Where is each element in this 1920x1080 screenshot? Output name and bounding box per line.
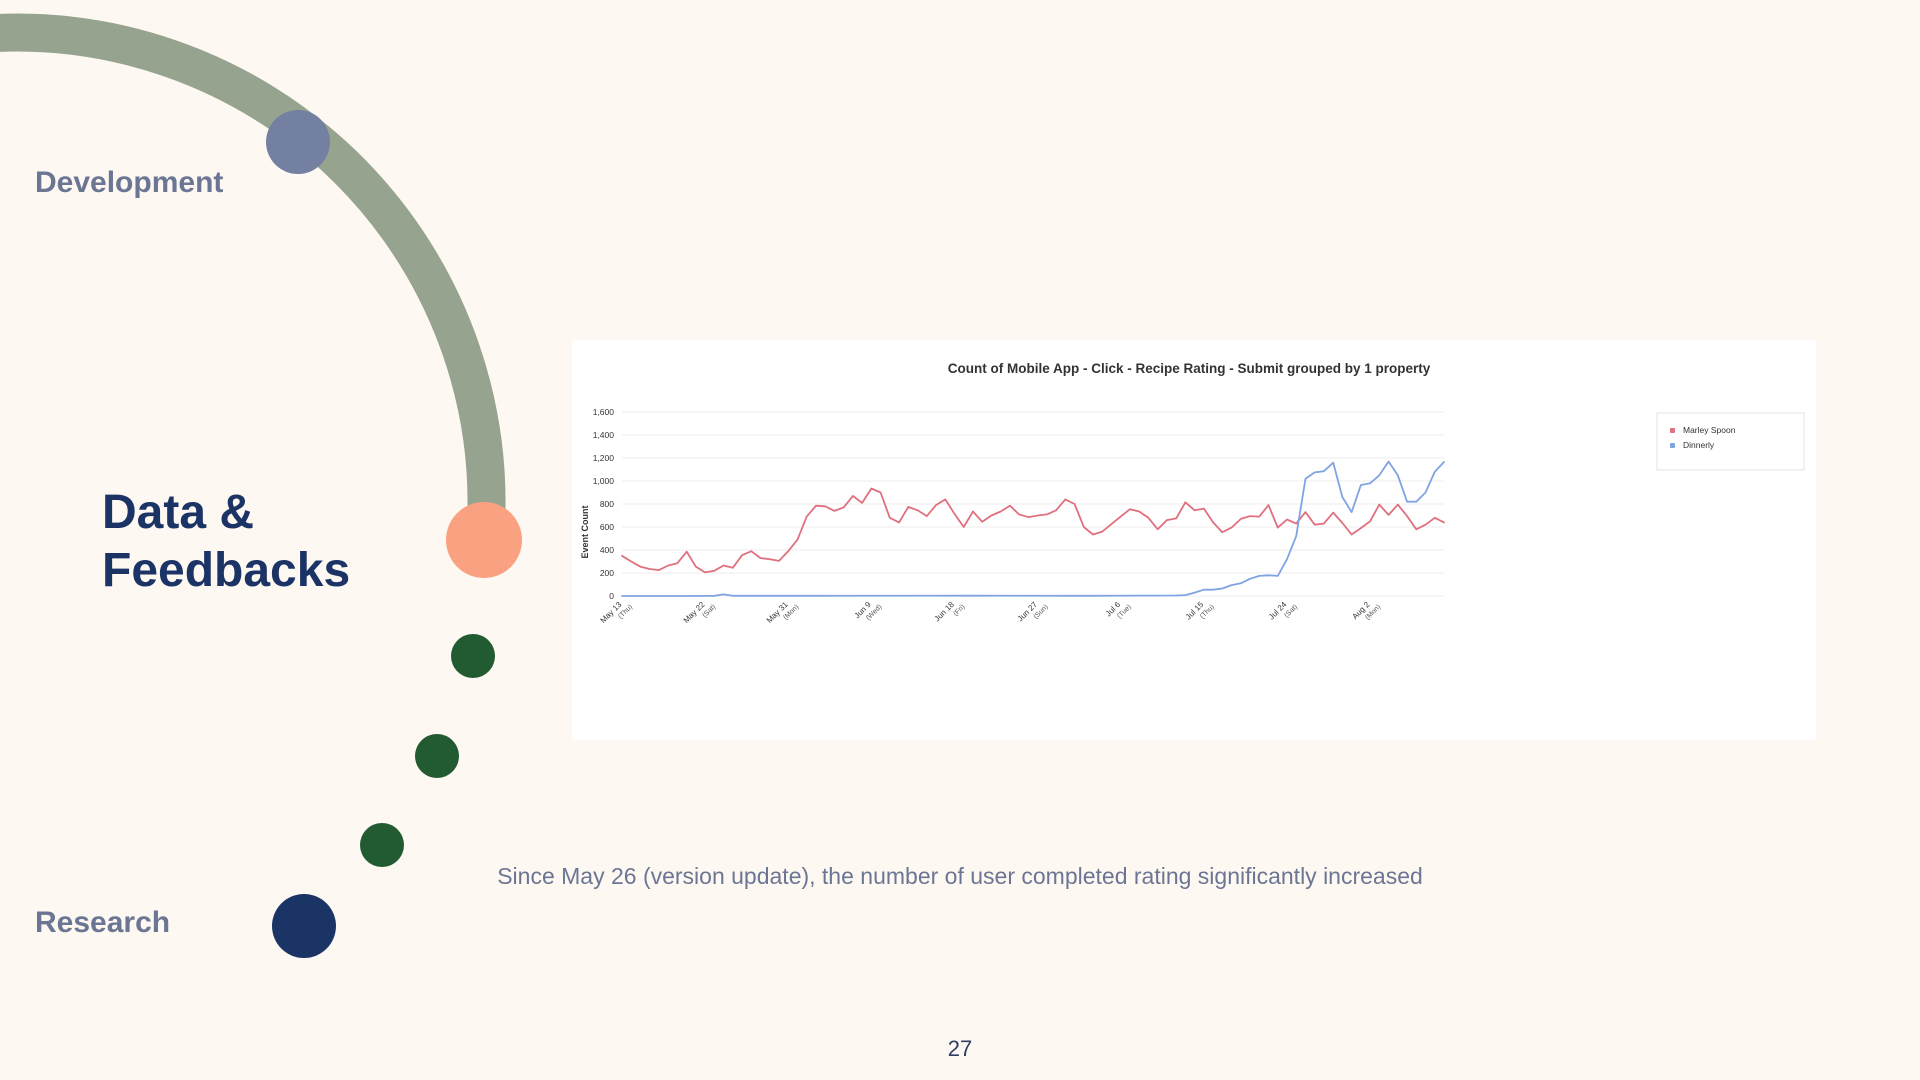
page-number: 27 <box>947 1036 973 1061</box>
x-tick-label: May 31(Mon) <box>765 600 801 625</box>
x-tick-label: Jun 18(Fri) <box>933 600 967 624</box>
x-tick-label: Aug 2(Mon) <box>1350 600 1382 622</box>
legend-swatch-dinnerly <box>1670 443 1675 448</box>
y-tick-label: 1,000 <box>593 476 615 486</box>
current-stage-heading-line-2: Feedbacks <box>102 544 351 597</box>
y-tick-label: 200 <box>600 568 614 578</box>
chart-card: Count of Mobile App - Click - Recipe Rat… <box>572 340 1816 740</box>
y-tick-label: 600 <box>600 522 614 532</box>
current-stage-heading: Data & Feedbacks <box>102 484 350 600</box>
step-dot-1 <box>451 634 495 678</box>
y-tick-labels: 0 200 400 600 800 1,000 1,200 1,400 1,600 <box>593 407 615 601</box>
y-tick-label: 800 <box>600 499 614 509</box>
x-tick-label: May 13(Thu) <box>598 600 634 625</box>
research-node[interactable] <box>272 894 336 958</box>
x-tick-label: Jul 24(Sat) <box>1267 600 1299 622</box>
series-lines <box>621 460 1445 597</box>
legend-box <box>1656 412 1805 471</box>
x-tick-label: Jun 9(Wed) <box>853 600 884 622</box>
x-tick-label: May 22(Sat) <box>682 600 718 625</box>
step-dot-3 <box>360 823 404 867</box>
chart-legend: Marley Spoon Dinnerly <box>1656 412 1805 471</box>
x-tick-label: Jun 27(Sun) <box>1016 600 1050 624</box>
x-tick-date: Jul 24 <box>1267 600 1289 622</box>
current-stage-node[interactable] <box>446 502 522 578</box>
series-line-dinnerly[interactable] <box>621 460 1445 597</box>
y-tick-label: 1,600 <box>593 407 615 417</box>
stage-label-development: Development <box>35 166 224 199</box>
current-stage-heading-line-1: Data & <box>102 486 255 539</box>
development-node[interactable] <box>266 110 330 174</box>
x-tick-labels: May 13(Thu) May 22(Sat) May 31(Mon) Jun 9(W… <box>598 600 1382 625</box>
y-tick-label: 0 <box>609 591 614 601</box>
y-tick-label: 1,200 <box>593 453 615 463</box>
legend-swatch-marley-spoon <box>1670 428 1675 433</box>
stage-label-research: Research <box>35 906 171 939</box>
y-tick-label: 1,400 <box>593 430 615 440</box>
step-dot-2 <box>415 734 459 778</box>
legend-label-dinnerly[interactable]: Dinnerly <box>1683 440 1715 450</box>
line-chart: Count of Mobile App - Click - Recipe Rat… <box>580 361 1805 625</box>
legend-label-marley-spoon[interactable]: Marley Spoon <box>1683 425 1736 435</box>
y-axis-label: Event Count <box>580 505 590 558</box>
chart-caption: Since May 26 (version update), the numbe… <box>497 863 1423 889</box>
chart-title: Count of Mobile App - Click - Recipe Rat… <box>948 361 1431 376</box>
x-tick-label: Jul 6(Tue) <box>1104 600 1133 621</box>
gridlines <box>622 411 1444 597</box>
timeline-arc <box>0 13 506 542</box>
series-line-marley-spoon[interactable] <box>621 487 1445 574</box>
x-tick-label: Jul 15(Thu) <box>1184 600 1216 622</box>
y-tick-label: 400 <box>600 545 614 555</box>
